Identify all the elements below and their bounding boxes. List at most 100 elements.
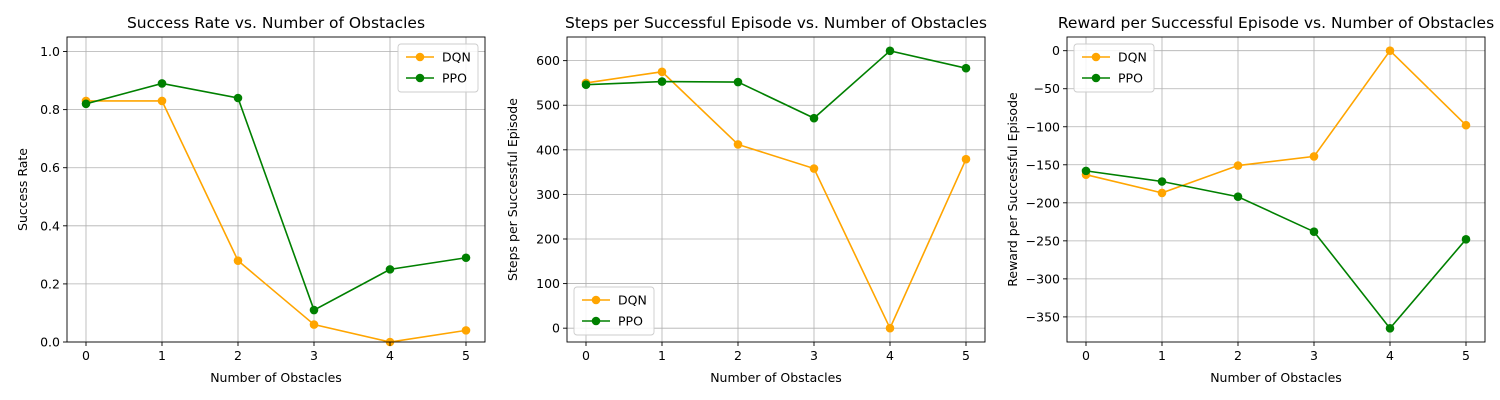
legend-swatch-marker: [415, 52, 425, 62]
series-line-dqn: [86, 100, 467, 343]
data-point-dqn: [809, 164, 819, 173]
data-point-ppo: [309, 305, 319, 315]
chart-title: Success Rate vs. Number of Obstacles: [127, 14, 425, 32]
x-axis-label: Number of Obstacles: [210, 370, 342, 385]
x-tick-label: 1: [1158, 348, 1166, 363]
y-tick-label: −250: [1026, 233, 1060, 248]
y-tick-label: 0.4: [40, 218, 60, 233]
data-point-ppo: [809, 113, 819, 123]
y-tick-label: −50: [1034, 81, 1060, 96]
y-tick-label: 400: [536, 142, 560, 157]
y-tick-label: 0.2: [40, 276, 60, 291]
series-line-ppo: [85, 82, 467, 312]
y-tick-label: 0.8: [40, 102, 60, 117]
x-tick-label: 3: [310, 348, 318, 363]
data-point-dqn: [657, 67, 667, 77]
y-axis-label: Reward per Successful Episode: [1005, 92, 1020, 287]
legend-swatch-marker: [591, 295, 601, 305]
y-tick-label: 500: [536, 98, 560, 113]
series-line-dqn: [585, 70, 967, 331]
y-tick-label: 1.0: [40, 44, 60, 59]
data-point-ppo: [657, 77, 667, 86]
legend-swatch-marker: [591, 316, 601, 326]
x-tick-label: 4: [886, 348, 894, 363]
data-point-dqn: [733, 140, 743, 149]
x-tick-label: 4: [1386, 348, 1394, 363]
data-point-ppo: [233, 93, 243, 103]
y-tick-label: −150: [1026, 157, 1060, 172]
x-tick-label: 3: [1310, 348, 1318, 363]
chart-panel-3: 0 1 2 3 4 5 0 −50 −100 −150 −200 −250 −300 −350 Reward…: [1005, 14, 1494, 385]
y-tick-label: −350: [1026, 309, 1060, 324]
y-tick-label: 0: [1052, 43, 1060, 58]
data-point-ppo: [1081, 166, 1091, 176]
data-point-ppo: [581, 80, 591, 90]
y-tick-label: 100: [536, 276, 560, 291]
data-point-dqn: [1157, 188, 1167, 198]
legend-entry-dqn: DQN: [618, 293, 647, 308]
y-tick-label: −300: [1026, 271, 1060, 286]
y-tick-label: 0.6: [40, 160, 60, 175]
data-point-dqn: [1233, 161, 1243, 170]
data-point-ppo: [461, 253, 471, 263]
x-axis-label: Number of Obstacles: [1210, 370, 1342, 385]
legend-entry-ppo: PPO: [442, 71, 467, 86]
chart-panel-1: 0 1 2 3 4 5 0.0 0.2 0.4 0.6 0.8 1.0 Success Rate vs.…: [15, 14, 486, 385]
data-point-ppo: [885, 46, 895, 56]
y-tick-label: −100: [1026, 119, 1060, 134]
chart-panel-2: 0 1 2 3 4 5 0 100 200 300 400 500 600 Steps per Succe…: [505, 14, 987, 385]
x-tick-label: 2: [1234, 348, 1242, 363]
x-tick-label: 5: [1462, 348, 1470, 363]
x-tick-label: 5: [962, 348, 970, 363]
x-tick-label: 4: [386, 348, 394, 363]
y-axis-label: Success Rate: [15, 148, 30, 231]
legend-swatch-marker: [1091, 52, 1101, 62]
data-point-dqn: [961, 154, 971, 164]
legend: DQN PPO: [1073, 43, 1155, 93]
x-tick-label: 3: [810, 348, 818, 363]
legend-entry-ppo: PPO: [618, 314, 643, 329]
plot-frame: [1066, 36, 1486, 343]
y-tick-label: 600: [536, 53, 560, 68]
data-point-dqn: [309, 320, 319, 329]
y-tick-label: 0: [552, 321, 560, 336]
x-tick-label: 0: [82, 348, 90, 363]
data-point-dqn: [157, 96, 167, 106]
legend: DQN PPO: [573, 286, 655, 336]
chart-title: Steps per Successful Episode vs. Number …: [565, 14, 987, 32]
x-tick-label: 0: [1082, 348, 1090, 363]
data-point-dqn: [233, 256, 243, 265]
series-line-ppo: [1085, 170, 1467, 330]
legend-entry-dqn: DQN: [442, 50, 471, 65]
x-axis-label: Number of Obstacles: [710, 370, 842, 385]
y-tick-label: −200: [1026, 195, 1060, 210]
legend-entry-ppo: PPO: [1118, 71, 1143, 86]
x-tick-label: 1: [658, 348, 666, 363]
data-point-ppo: [961, 63, 971, 73]
data-point-ppo: [1157, 177, 1167, 186]
data-point-ppo: [385, 265, 395, 274]
data-point-ppo: [81, 99, 91, 109]
data-point-ppo: [1461, 235, 1471, 244]
data-point-ppo: [157, 79, 167, 88]
x-tick-label: 2: [734, 348, 742, 363]
x-tick-label: 2: [234, 348, 242, 363]
x-tick-label: 5: [462, 348, 470, 363]
data-point-dqn: [885, 323, 895, 333]
legend-swatch-marker: [1091, 73, 1101, 83]
data-point-dqn: [1461, 120, 1471, 130]
series-line-dqn: [1085, 49, 1467, 194]
data-point-ppo: [1385, 324, 1395, 333]
chart-title: Reward per Successful Episode vs. Number…: [1058, 14, 1494, 32]
data-point-ppo: [1233, 192, 1243, 202]
x-tick-label: 1: [158, 348, 166, 363]
data-point-dqn: [1385, 46, 1395, 55]
y-tick-label: 0.0: [40, 335, 60, 350]
data-point-ppo: [1309, 227, 1319, 237]
y-tick-label: 300: [536, 187, 560, 202]
plot-frame: [66, 36, 486, 343]
x-tick-label: 0: [582, 348, 590, 363]
y-tick-label: 200: [536, 231, 560, 246]
data-point-dqn: [461, 326, 471, 335]
